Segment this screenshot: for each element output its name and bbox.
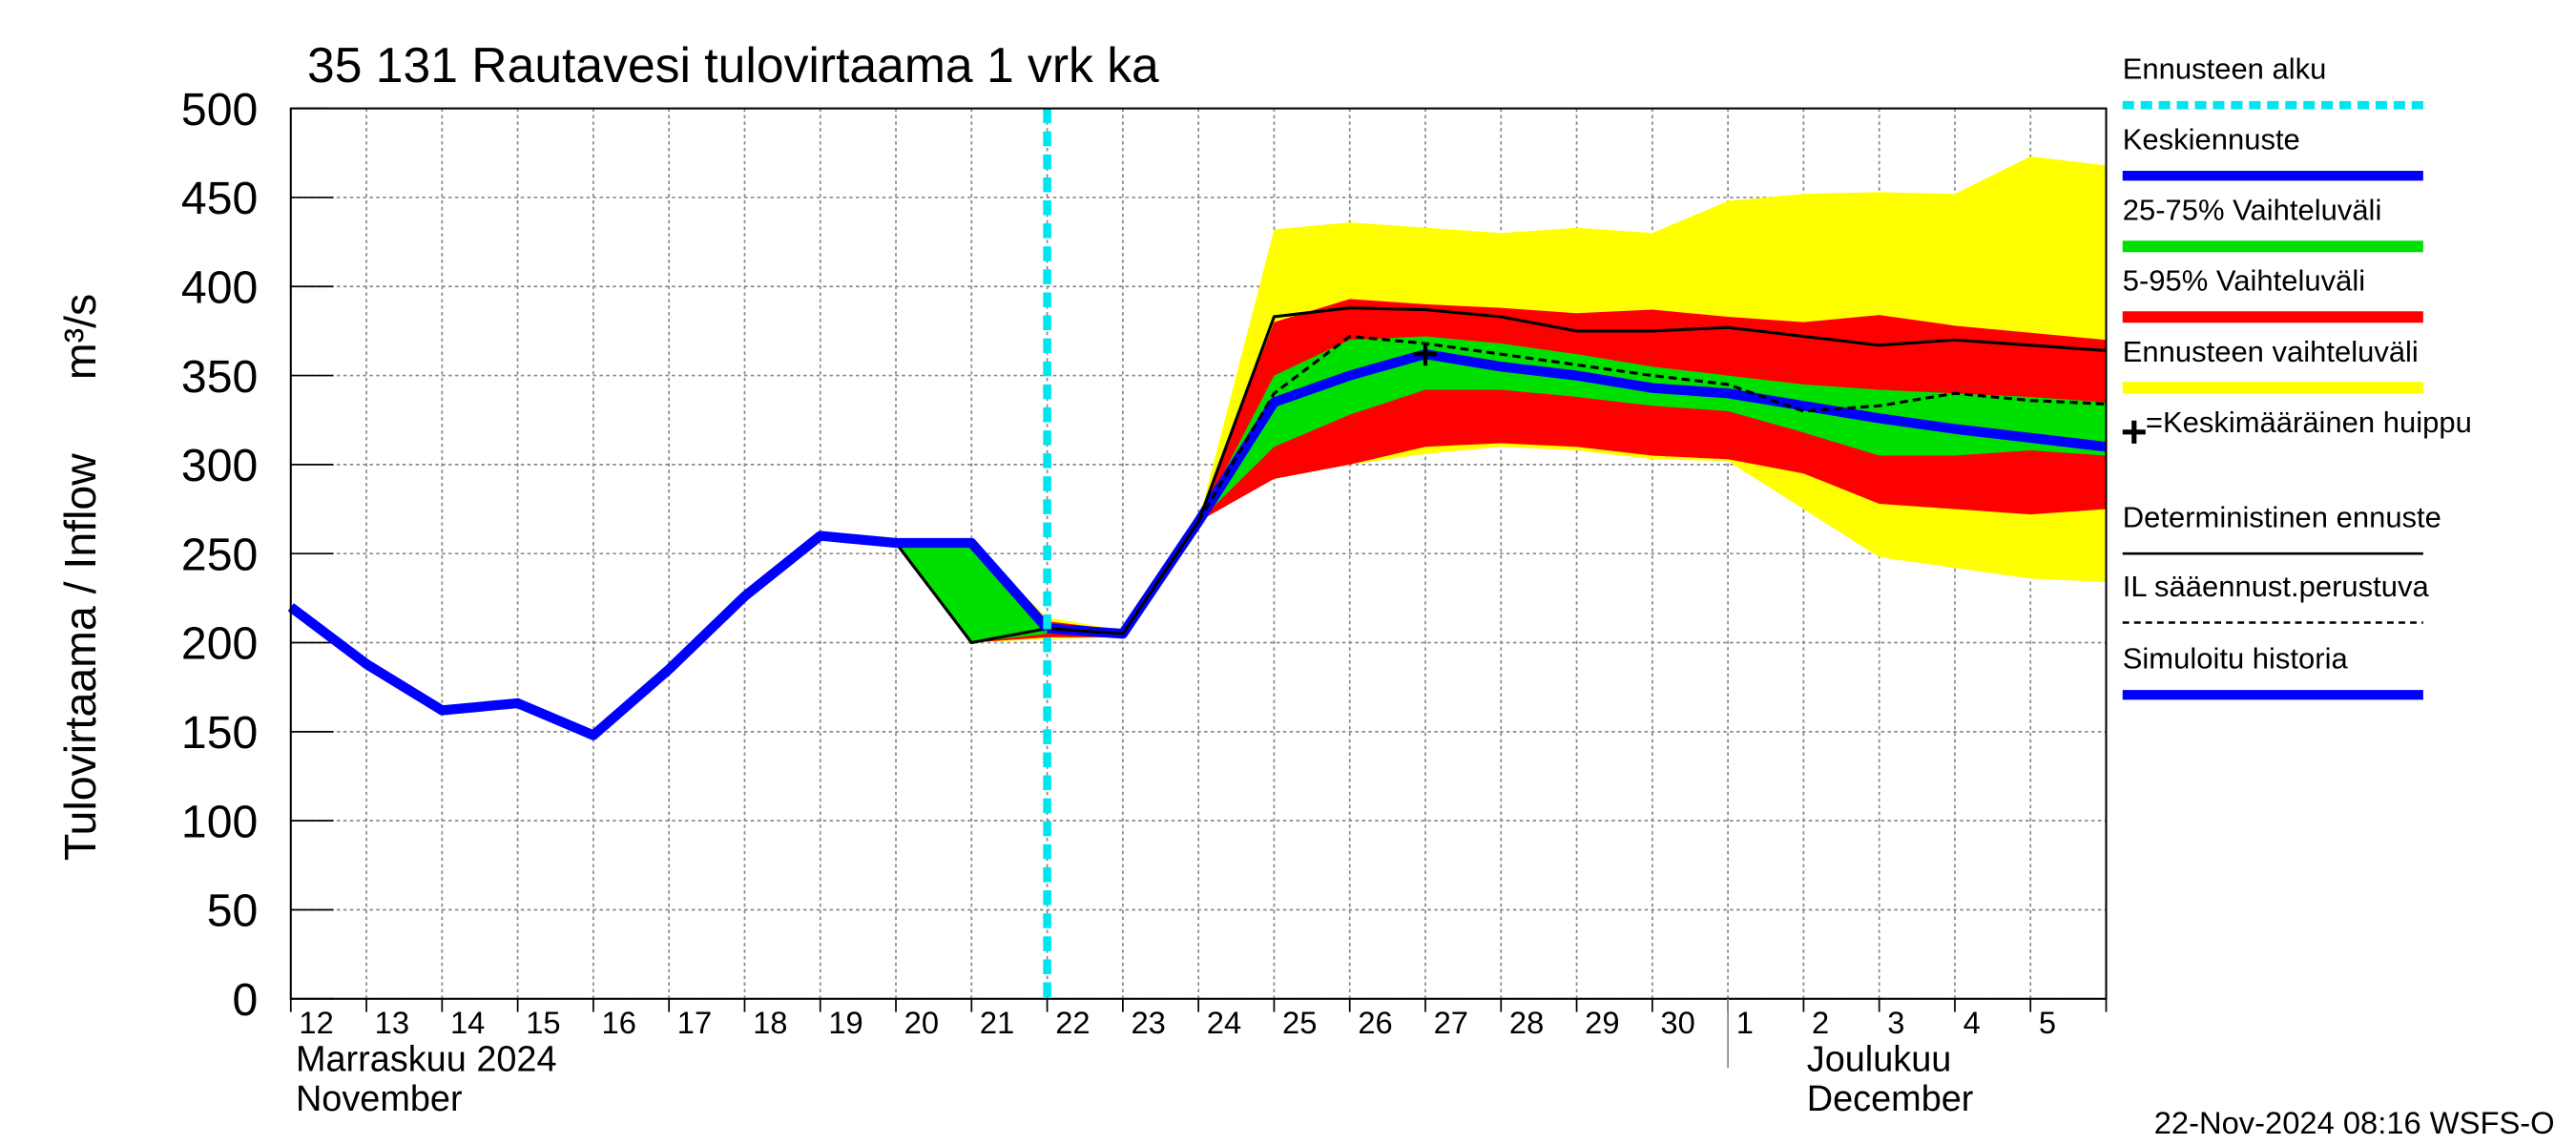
series-line: [1196, 334, 2107, 523]
legend-label: Deterministinen ennuste: [2123, 501, 2441, 534]
x-tick-label: 26: [1358, 1005, 1392, 1040]
x-tick-label: 12: [299, 1005, 333, 1040]
y-tick-label: 150: [181, 707, 258, 759]
y-tick-label: 50: [207, 885, 259, 937]
x-tick-label: 14: [450, 1005, 485, 1040]
y-tick-label: 250: [181, 529, 258, 580]
x-tick-label: 27: [1434, 1005, 1468, 1040]
y-tick-label: 400: [181, 261, 258, 313]
legend-label: Ennusteen alku: [2123, 52, 2327, 86]
y-tick-label: 300: [181, 440, 258, 491]
legend-label: IL sääennust.perustuva: [2123, 570, 2430, 603]
x-tick-label: 16: [602, 1005, 636, 1040]
legend: Ennusteen alku Keskiennuste 25-75% Vaihtel…: [2122, 52, 2472, 700]
plot-frame: [289, 107, 2108, 1000]
x-tick-label: 1: [1736, 1005, 1754, 1040]
month-label-en: November: [296, 1079, 463, 1119]
legend-label: 5-95% Vaihteluväli: [2123, 264, 2365, 298]
series-line: [287, 531, 1051, 740]
y-tick-label: 350: [181, 351, 258, 403]
x-tick-label: 13: [375, 1005, 409, 1040]
x-tick-label: 3: [1887, 1005, 1904, 1040]
x-tick-label: 30: [1660, 1005, 1694, 1040]
y-tick-label: 0: [233, 974, 259, 1026]
x-tick-label: 5: [2039, 1005, 2056, 1040]
chart-title: 35 131 Rautavesi tulovirtaama 1 vrk ka: [307, 37, 1159, 93]
band: [896, 336, 2107, 643]
legend-label: =Keskimääräinen huippu: [2146, 406, 2472, 439]
month-label: Marraskuu 2024: [296, 1040, 557, 1080]
x-tick-label: 17: [677, 1005, 712, 1040]
x-tick-label: 24: [1207, 1005, 1241, 1040]
x-tick-label: 20: [904, 1005, 939, 1040]
x-tick-label: 2: [1812, 1005, 1829, 1040]
y-axis-label: Tulovirtaama / Inflow: [55, 453, 105, 861]
x-tick-label: 19: [828, 1005, 862, 1040]
x-tick-label: 21: [980, 1005, 1014, 1040]
y-tick-label: 100: [181, 796, 258, 847]
x-tick-label: 25: [1282, 1005, 1317, 1040]
footer: 22-Nov-2024 08:16 WSFS-O: [2154, 1105, 2555, 1140]
x-tick-label: 23: [1131, 1005, 1165, 1040]
x-tick-label: 15: [526, 1005, 560, 1040]
y-tick-label: 500: [181, 84, 258, 135]
legend-label: 25-75% Vaihteluväli: [2123, 194, 2382, 227]
peak-marker: [1413, 343, 1438, 366]
month-label: Joulukuu: [1807, 1040, 1952, 1080]
x-tick-label: 4: [1963, 1005, 1981, 1040]
x-tick-label: 29: [1585, 1005, 1619, 1040]
legend-peak-symbol: [2122, 420, 2146, 444]
y-tick-label: 450: [181, 173, 258, 224]
y-axis-unit: m³/s: [55, 294, 105, 380]
series-line: [1047, 349, 2108, 639]
x-tick-label: 22: [1055, 1005, 1090, 1040]
series-line: [894, 306, 2107, 645]
legend-label: Keskiennuste: [2123, 123, 2300, 156]
y-tick-label: 200: [181, 618, 258, 670]
x-tick-label: 18: [753, 1005, 787, 1040]
legend-label: Simuloitu historia: [2123, 642, 2349, 676]
x-tick-label: 28: [1509, 1005, 1544, 1040]
month-label-en: December: [1807, 1079, 1974, 1119]
legend-label: Ennusteen vaihteluväli: [2123, 335, 2419, 368]
